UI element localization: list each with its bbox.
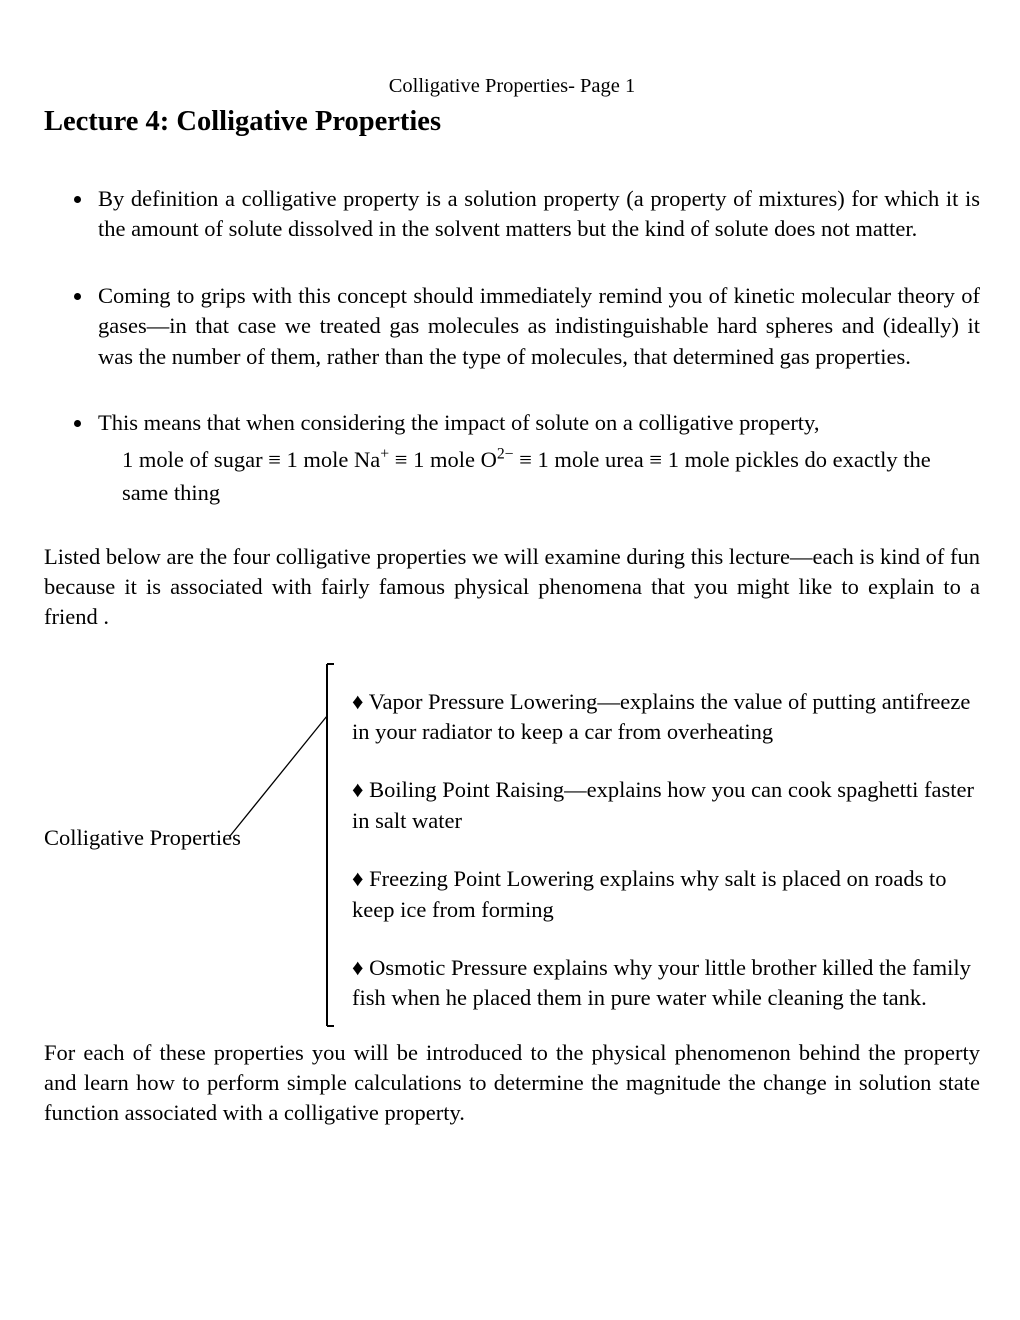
brace-label: Colligative Properties [44, 825, 241, 851]
lecture-title: Lecture 4: Colligative Properties [44, 106, 980, 138]
main-bullets: By definition a colligative property is … [44, 184, 980, 438]
bullet-impact-text: This means that when considering the imp… [98, 410, 819, 435]
prop-boiling-point: ♦ Boiling Point Raising—explains how you… [352, 775, 980, 836]
properties-list: ♦ Vapor Pressure Lowering—explains the v… [334, 661, 980, 1014]
eq-part-1: 1 mole of sugar ≡ 1 mole Na [122, 447, 380, 472]
eq-sup-2: 2− [497, 446, 514, 463]
prop-vapor-pressure: ♦ Vapor Pressure Lowering—explains the v… [352, 661, 980, 748]
equivalence-line: 1 mole of sugar ≡ 1 mole Na+ ≡ 1 mole O2… [44, 444, 980, 509]
outro-paragraph: For each of these properties you will be… [44, 1038, 980, 1129]
eq-part-2: ≡ 1 mole O [389, 447, 497, 472]
bullet-kinetic-theory: Coming to grips with this concept should… [94, 281, 980, 372]
bullet-impact: This means that when considering the imp… [94, 408, 980, 438]
intro-paragraph: Listed below are the four colligative pr… [44, 542, 980, 633]
bullet-definition: By definition a colligative property is … [94, 184, 980, 245]
page: Colligative Properties- Page 1 Lecture 4… [0, 0, 1020, 1197]
brace-left-col: Colligative Properties [44, 661, 334, 1014]
page-header: Colligative Properties- Page 1 [44, 75, 980, 98]
prop-freezing-point: ♦ Freezing Point Lowering explains why s… [352, 864, 980, 925]
prop-osmotic-pressure: ♦ Osmotic Pressure explains why your lit… [352, 953, 980, 1014]
brace-diagram: Colligative Properties ♦ Vapor Pressure … [44, 661, 980, 1014]
eq-sup-1: + [380, 446, 389, 463]
